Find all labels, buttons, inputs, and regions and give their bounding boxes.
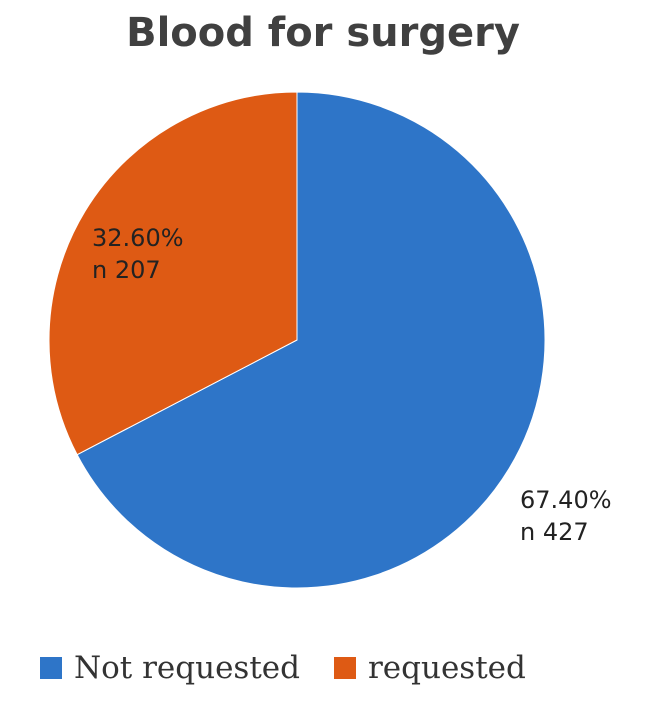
slice-count-not-requested: n 427 <box>520 518 589 546</box>
legend-item-requested: requested <box>333 650 526 686</box>
legend-swatch-not-requested <box>40 657 62 679</box>
legend-label-not-requested: Not requested <box>74 650 300 686</box>
pie-slice-not-requested <box>76 91 546 589</box>
chart-title: Blood for surgery <box>126 10 520 56</box>
slice-label-not-requested: 67.40% n 427 <box>520 484 612 548</box>
legend-label-requested: requested <box>367 650 526 686</box>
legend: Not requested requested <box>40 650 560 686</box>
legend-swatch-requested <box>333 657 356 679</box>
slice-count-requested: n 207 <box>92 256 161 284</box>
slice-percent-not-requested: 67.40% <box>520 486 612 514</box>
slice-label-requested: 32.60% n 207 <box>92 222 184 286</box>
slice-percent-requested: 32.60% <box>92 224 184 252</box>
pie-slice-requested <box>48 91 298 456</box>
legend-item-not-requested: Not requested <box>40 650 300 686</box>
